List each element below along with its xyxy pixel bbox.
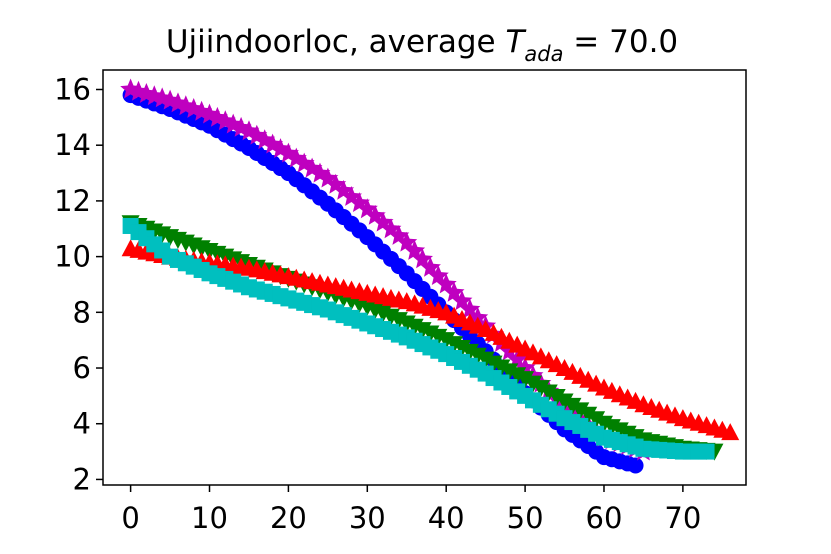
data-point xyxy=(627,457,644,474)
x-tick-label: 40 xyxy=(428,501,465,535)
y-tick-label: 4 xyxy=(73,407,91,441)
y-axis: 2 4 6 8 10 12 14 16 xyxy=(54,72,103,496)
axes-frame xyxy=(102,69,747,486)
chart-title: Ujiindoorloc, average Tada = 70.0 xyxy=(166,24,678,66)
data-point xyxy=(571,402,590,420)
chart-title-subscript: ada xyxy=(524,42,563,66)
data-point xyxy=(555,393,574,411)
chart-title-prefix: Ujiindoorloc, average xyxy=(166,24,506,60)
y-tick-label: 6 xyxy=(73,351,91,385)
y-tick-label: 16 xyxy=(54,72,91,106)
data-point xyxy=(539,384,558,402)
chart-title-symbol: T xyxy=(505,24,526,60)
data-point xyxy=(563,397,582,415)
x-axis: 0 10 20 30 40 50 60 70 xyxy=(121,485,701,535)
x-tick-label: 70 xyxy=(664,501,701,535)
x-tick-label: 10 xyxy=(191,501,228,535)
y-tick-label: 10 xyxy=(54,240,91,274)
series-square xyxy=(122,217,715,460)
y-tick-label: 8 xyxy=(73,295,91,329)
x-tick-label: 0 xyxy=(121,501,139,535)
x-tick-label: 20 xyxy=(270,501,307,535)
data-point xyxy=(531,380,550,398)
data-point xyxy=(523,375,542,393)
data-point xyxy=(721,423,740,441)
data-point xyxy=(547,388,566,406)
data-point xyxy=(516,371,535,389)
data-point xyxy=(698,443,715,460)
data-point xyxy=(443,281,465,302)
x-tick-label: 30 xyxy=(349,501,386,535)
data-point xyxy=(404,240,426,260)
x-tick-label: 60 xyxy=(586,501,623,535)
chart-title-suffix: = 70.0 xyxy=(563,24,678,60)
data-point xyxy=(579,406,598,424)
y-tick-label: 12 xyxy=(54,184,91,218)
series-star xyxy=(120,78,654,461)
plot-area xyxy=(120,78,740,474)
data-point xyxy=(262,133,284,154)
data-point xyxy=(587,411,606,429)
x-tick-label: 50 xyxy=(507,501,544,535)
y-tick-label: 2 xyxy=(73,462,91,496)
y-tick-label: 14 xyxy=(54,128,91,162)
